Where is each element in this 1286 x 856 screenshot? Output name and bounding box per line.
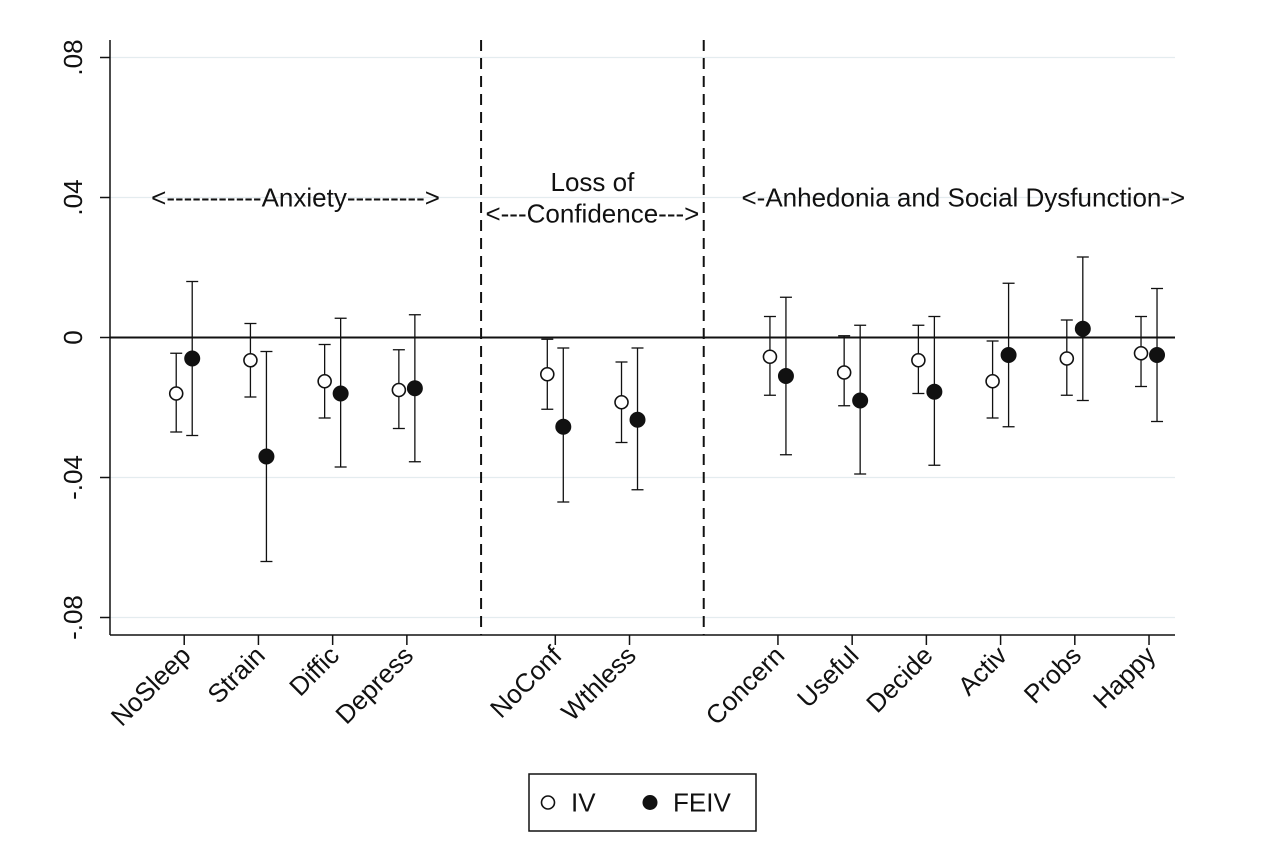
- category-label-happy: Happy: [1087, 640, 1161, 714]
- y-tick-label: -.04: [58, 455, 88, 500]
- category-label-probs: Probs: [1018, 640, 1087, 709]
- point-feiv-noconf: [555, 418, 572, 435]
- group-label-anhedonia: <-Anhedonia and Social Dysfunction->: [741, 183, 1185, 213]
- point-feiv-concern: [777, 368, 794, 384]
- y-tick-label: .04: [58, 179, 88, 215]
- point-iv-useful: [836, 365, 852, 380]
- point-feiv-diffic: [332, 385, 349, 402]
- point-feiv-activ: [1000, 347, 1017, 363]
- point-feiv-strain: [258, 448, 275, 465]
- point-feiv-nosleep: [184, 350, 201, 367]
- point-iv-activ: [985, 373, 1000, 389]
- category-label-useful: Useful: [791, 640, 864, 713]
- legend-marker-iv: [540, 795, 556, 810]
- y-tick-label: 0: [58, 330, 88, 344]
- point-iv-depress: [391, 382, 407, 398]
- group-label-confidence: <---Confidence--->: [485, 198, 699, 228]
- point-feiv-probs: [1074, 320, 1091, 337]
- category-label-decide: Decide: [860, 640, 938, 718]
- data-points: [168, 320, 1166, 465]
- point-iv-strain: [243, 352, 258, 368]
- point-iv-probs: [1059, 351, 1075, 366]
- category-label-depress: Depress: [329, 640, 419, 730]
- point-iv-diffic: [317, 373, 332, 389]
- point-feiv-decide: [926, 383, 943, 400]
- y-tick-label: -.08: [58, 595, 88, 640]
- reference-lines: [110, 40, 1175, 635]
- group-labels: <-----------Anxiety---------> Loss of<---…: [151, 167, 1185, 229]
- category-label-strain: Strain: [201, 640, 270, 709]
- legend: IV FEIV: [528, 773, 757, 832]
- point-feiv-depress: [406, 380, 423, 397]
- legend-label-iv: IV: [571, 788, 596, 818]
- point-iv-wthless: [614, 394, 629, 410]
- y-axis-ticks: .08 .04 0 -.04 -.08: [58, 39, 110, 640]
- legend-marker-feiv: [642, 795, 658, 810]
- category-label-concern: Concern: [699, 640, 790, 731]
- point-feiv-wthless: [629, 411, 646, 428]
- point-feiv-happy: [1149, 347, 1166, 363]
- point-feiv-useful: [852, 392, 869, 409]
- point-iv-happy: [1133, 345, 1149, 361]
- point-iv-nosleep: [168, 386, 184, 401]
- point-iv-noconf: [539, 366, 555, 382]
- category-label-nosleep: NoSleep: [105, 640, 197, 732]
- legend-label-feiv: FEIV: [673, 788, 731, 818]
- y-tick-label: .08: [58, 39, 88, 75]
- category-label-wthless: Wthless: [555, 640, 642, 727]
- point-iv-concern: [762, 349, 778, 365]
- category-label-diffic: Diffic: [283, 640, 345, 702]
- category-label-activ: Activ: [952, 640, 1013, 701]
- grid-lines: [110, 56, 1175, 619]
- group-label-anxiety: <-----------Anxiety--------->: [151, 183, 440, 213]
- confidence-intervals: [170, 256, 1164, 563]
- point-iv-decide: [911, 352, 926, 368]
- group-label-loss-of: Loss of: [550, 167, 635, 197]
- category-label-noconf: NoConf: [484, 639, 568, 723]
